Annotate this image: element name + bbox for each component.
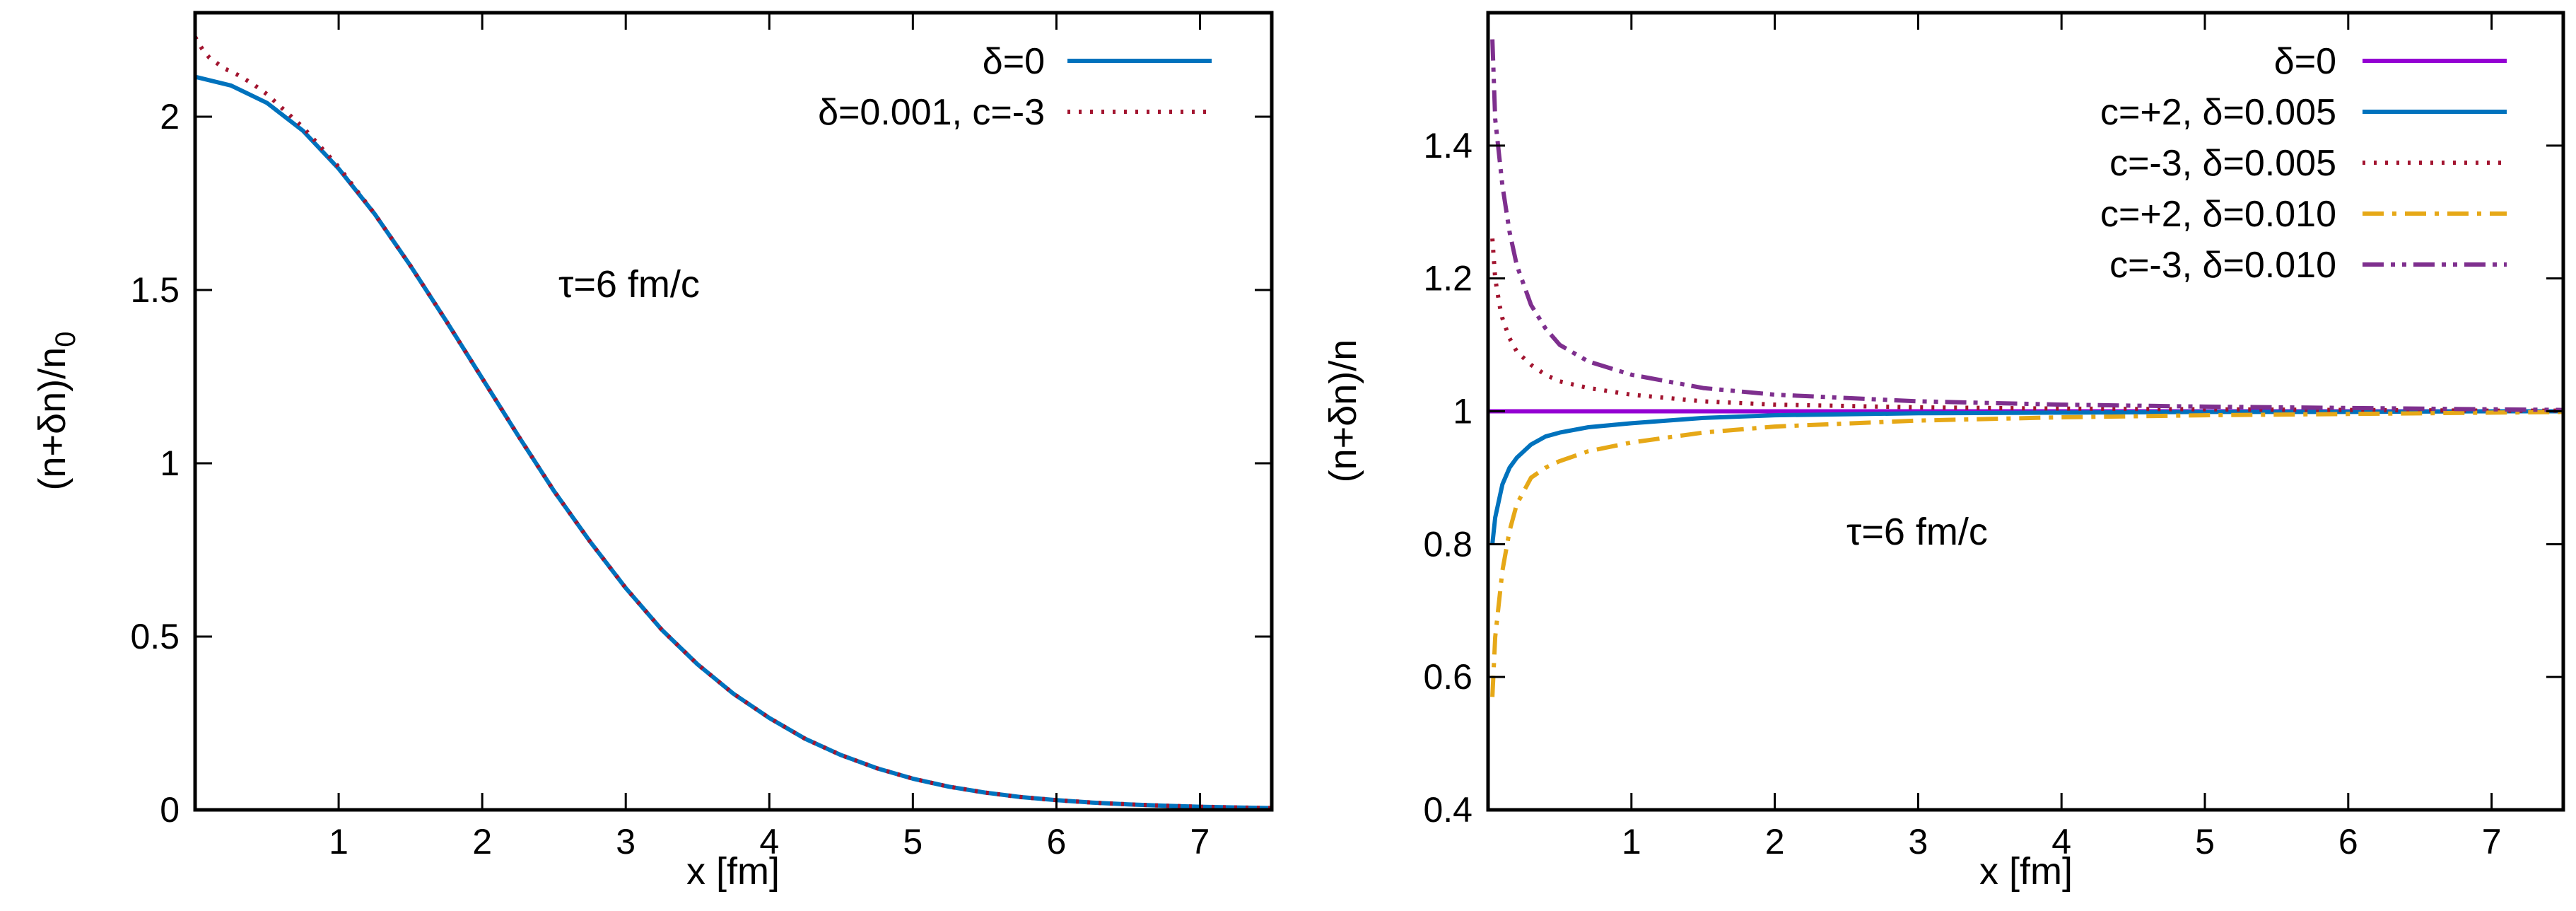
right-legend-label: δ=0 — [2274, 41, 2336, 82]
left-y-tick-labels: 0 0.5 1 1.5 2 — [130, 97, 180, 830]
right-plot-annotation: τ=6 fm/c — [1846, 511, 1988, 553]
left-x-tick-label: 3 — [616, 822, 636, 861]
left-y-tick-label: 1 — [160, 443, 180, 483]
left-y-tick-label: 0.5 — [130, 617, 180, 656]
left-y-axis-label-subscript: 0 — [50, 332, 81, 347]
left-legend-label: δ=0.001, c=-3 — [818, 92, 1045, 133]
left-legend-entry: δ=0 — [983, 41, 1212, 82]
right-y-tick-labels: 0.4 0.6 0.8 1 1.2 1.4 — [1423, 126, 1473, 830]
left-plot-ticks — [195, 13, 1272, 811]
left-plot-panel: 0 0.5 1 1.5 2 1 2 3 4 5 6 7 x [fm] (n+δn… — [31, 11, 1274, 893]
left-x-tick-label: 4 — [759, 822, 779, 861]
left-y-tick-label: 1.5 — [130, 270, 180, 310]
left-legend-label: δ=0 — [983, 41, 1045, 82]
right-y-tick-label: 0.6 — [1423, 657, 1473, 697]
left-y-tick-label: 2 — [160, 97, 180, 137]
left-plot-annotation: τ=6 fm/c — [558, 263, 700, 306]
right-x-axis-label: x [fm] — [1979, 850, 2073, 893]
left-x-tick-label: 5 — [903, 822, 923, 861]
right-x-tick-labels: 1 2 3 4 5 6 7 — [1622, 822, 2502, 861]
right-series-line — [1490, 409, 2563, 545]
left-series-line — [194, 74, 1272, 811]
right-x-tick-label: 4 — [2051, 822, 2071, 861]
right-legend-entry: c=+2, δ=0.005 — [2100, 92, 2507, 133]
right-legend-label: c=+2, δ=0.010 — [2100, 194, 2336, 235]
right-legend-entry: c=-3, δ=0.005 — [2109, 143, 2507, 184]
right-plot-panel: 0.4 0.6 0.8 1 1.2 1.4 1 2 3 4 5 6 7 x [f… — [1322, 11, 2565, 893]
left-legend-entry: δ=0.001, c=-3 — [818, 92, 1212, 133]
right-legend-entry: c=+2, δ=0.010 — [2100, 194, 2507, 235]
right-series-line — [1490, 39, 2564, 412]
left-x-tick-label: 7 — [1190, 822, 1210, 861]
right-y-tick-label: 1.2 — [1423, 259, 1473, 298]
right-x-tick-label: 5 — [2195, 822, 2215, 861]
right-x-tick-label: 1 — [1622, 822, 1641, 861]
left-y-tick-label: 0 — [160, 790, 180, 830]
right-series-line — [1490, 238, 2563, 413]
right-y-tick-label: 0.8 — [1423, 524, 1473, 564]
left-x-axis-label: x [fm] — [686, 850, 780, 893]
left-y-axis-label-main: (n+δn)/n — [31, 347, 74, 491]
right-y-axis-label: (n+δn)/n — [1322, 340, 1364, 483]
right-legend-entry: c=-3, δ=0.010 — [2109, 245, 2507, 286]
left-plot-frame — [193, 11, 1274, 812]
left-x-tick-label: 6 — [1046, 822, 1066, 861]
left-x-tick-labels: 1 2 3 4 5 6 7 — [329, 822, 1210, 861]
right-plot-ticks — [1488, 13, 2563, 811]
right-series-line — [1490, 410, 2564, 697]
right-x-tick-label: 6 — [2338, 822, 2358, 861]
right-legend-label: c=+2, δ=0.005 — [2100, 92, 2336, 133]
right-legend-entry: δ=0 — [2274, 41, 2507, 82]
left-y-axis-label: (n+δn)/n0 — [31, 332, 81, 491]
left-x-tick-label: 2 — [472, 822, 492, 861]
right-y-tick-label: 0.4 — [1423, 790, 1473, 830]
right-plot-legend: δ=0 c=+2, δ=0.005 c=-3, δ=0.005 c=+2, δ=… — [2100, 41, 2507, 286]
left-x-tick-label: 1 — [329, 822, 349, 861]
right-legend-label: c=-3, δ=0.005 — [2109, 143, 2336, 184]
right-y-tick-label: 1.4 — [1423, 126, 1473, 166]
right-x-tick-label: 7 — [2482, 822, 2502, 861]
right-x-tick-label: 3 — [1908, 822, 1928, 861]
left-plot-series — [193, 35, 1272, 811]
right-y-tick-label: 1 — [1453, 392, 1473, 431]
right-legend-label: c=-3, δ=0.010 — [2109, 245, 2336, 286]
right-plot-series — [1488, 39, 2564, 697]
right-x-tick-label: 2 — [1765, 822, 1785, 861]
left-plot-legend: δ=0 δ=0.001, c=-3 — [818, 41, 1212, 133]
